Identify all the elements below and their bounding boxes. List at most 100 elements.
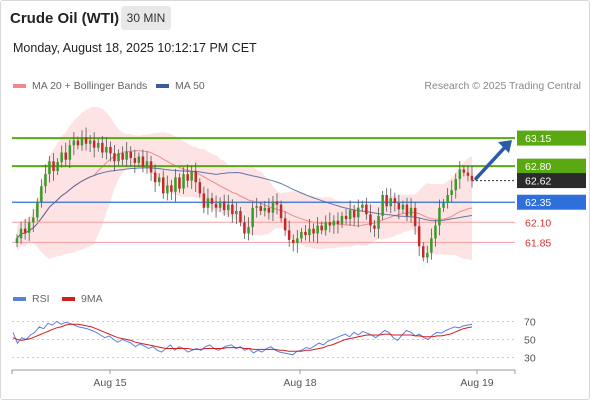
candle-body (446, 195, 449, 203)
candle-body (271, 201, 275, 213)
candle-body (153, 172, 157, 183)
candle-body (357, 207, 360, 218)
candle-body (194, 171, 197, 183)
candle-body (101, 142, 104, 153)
projection-arrow-head (498, 140, 512, 154)
rsi-9ma-line (12, 323, 473, 352)
candle-body (328, 222, 332, 226)
candle-body (340, 215, 344, 224)
candle-body (72, 140, 76, 146)
candle-body (206, 198, 210, 208)
candle-body (198, 182, 202, 194)
candle-body (178, 177, 181, 189)
candle-body (231, 204, 234, 215)
candle-body (162, 177, 165, 194)
candle-body (336, 220, 340, 224)
candle-body (190, 171, 193, 181)
candle-body (393, 198, 397, 203)
ma20-legend-label: MA 20 + Bollinger Bands (32, 80, 148, 92)
candle-body (15, 238, 19, 244)
candle-body (239, 211, 242, 223)
projection-arrow-shaft (474, 144, 508, 181)
candle-body (210, 198, 214, 204)
candle-body (287, 230, 291, 240)
candle-body (76, 140, 80, 146)
candle-body (129, 151, 132, 159)
candle-body (450, 190, 453, 195)
candle-body (385, 195, 388, 207)
candle-body (92, 140, 96, 148)
level-label-last_price: 62.62 (525, 176, 551, 188)
ma50-legend-label: MA 50 (175, 80, 205, 92)
candle-body (247, 227, 250, 234)
candle-body (32, 217, 35, 223)
candle-body (166, 185, 169, 194)
candle-body (434, 225, 437, 239)
candle-body (365, 204, 368, 215)
candle-body (19, 228, 23, 239)
candle-body (149, 161, 153, 173)
candle-body (251, 207, 254, 227)
candle-body (23, 228, 27, 233)
rsi-line (12, 320, 473, 356)
x-axis-tick-label: Aug 19 (460, 377, 493, 389)
candle-body (422, 246, 425, 258)
ma20-swatch (13, 84, 26, 89)
timeframe-badge[interactable]: 30 MIN (121, 6, 171, 30)
candle-body (426, 252, 429, 258)
candle-body (413, 207, 417, 227)
candle-body (324, 222, 327, 231)
level-label-support: 61.85 (525, 237, 551, 249)
x-axis-tick-label: Aug 18 (283, 377, 316, 389)
rsi-tick-label: 50 (524, 335, 536, 347)
level-label-resistance: 62.80 (525, 161, 551, 173)
candle-body (109, 146, 112, 154)
candle-body (202, 193, 206, 208)
candle-body (64, 152, 67, 160)
candle-body (227, 204, 230, 211)
candle-body (218, 201, 222, 208)
candle-body (279, 204, 283, 219)
candle-body (466, 172, 470, 176)
candle-body (121, 153, 124, 160)
candle-body (361, 204, 364, 208)
legend-rsi: RSI (13, 293, 50, 305)
candle-body (27, 222, 31, 233)
candle-body (377, 215, 380, 229)
candle-body (105, 146, 108, 153)
ma9-legend-label: 9MA (81, 293, 103, 305)
candle-body (300, 231, 303, 239)
candle-body (52, 161, 55, 171)
candle-body (308, 228, 311, 236)
candle-body (454, 179, 457, 191)
candle-body (344, 215, 348, 220)
candle-body (263, 207, 267, 211)
level-tag-last_price (517, 173, 586, 189)
candle-body (470, 175, 474, 181)
legend-ma50: MA 50 (156, 80, 205, 92)
candle-body (84, 137, 88, 144)
candle-body (117, 153, 120, 162)
candle-body (442, 203, 445, 208)
credit-text: Research © 2025 Trading Central (424, 80, 581, 92)
rsi-swatch (13, 297, 26, 302)
ma50-line (16, 167, 473, 239)
candle-body (275, 201, 279, 205)
candle-body (157, 177, 161, 183)
candle-body (267, 207, 271, 213)
candle-body (381, 195, 384, 216)
candle-body (145, 161, 149, 167)
candle-body (389, 198, 392, 207)
level-tag-resistance (517, 158, 586, 174)
candle-body (373, 225, 376, 229)
candle-body (304, 231, 307, 236)
candle-body (458, 169, 462, 179)
candle-body (462, 169, 466, 173)
candle-body (36, 202, 39, 218)
candle-body (397, 203, 401, 210)
candle-body (222, 201, 226, 211)
candle-body (292, 239, 295, 244)
level-label-support: 62.10 (525, 217, 551, 229)
instrument-title: Crude Oil (WTI) (10, 10, 120, 27)
candle-body (255, 206, 258, 208)
